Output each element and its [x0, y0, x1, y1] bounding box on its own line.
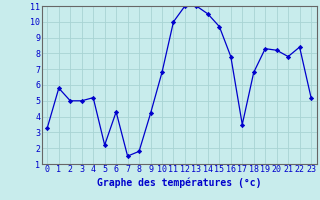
X-axis label: Graphe des températures (°c): Graphe des températures (°c) — [97, 177, 261, 188]
